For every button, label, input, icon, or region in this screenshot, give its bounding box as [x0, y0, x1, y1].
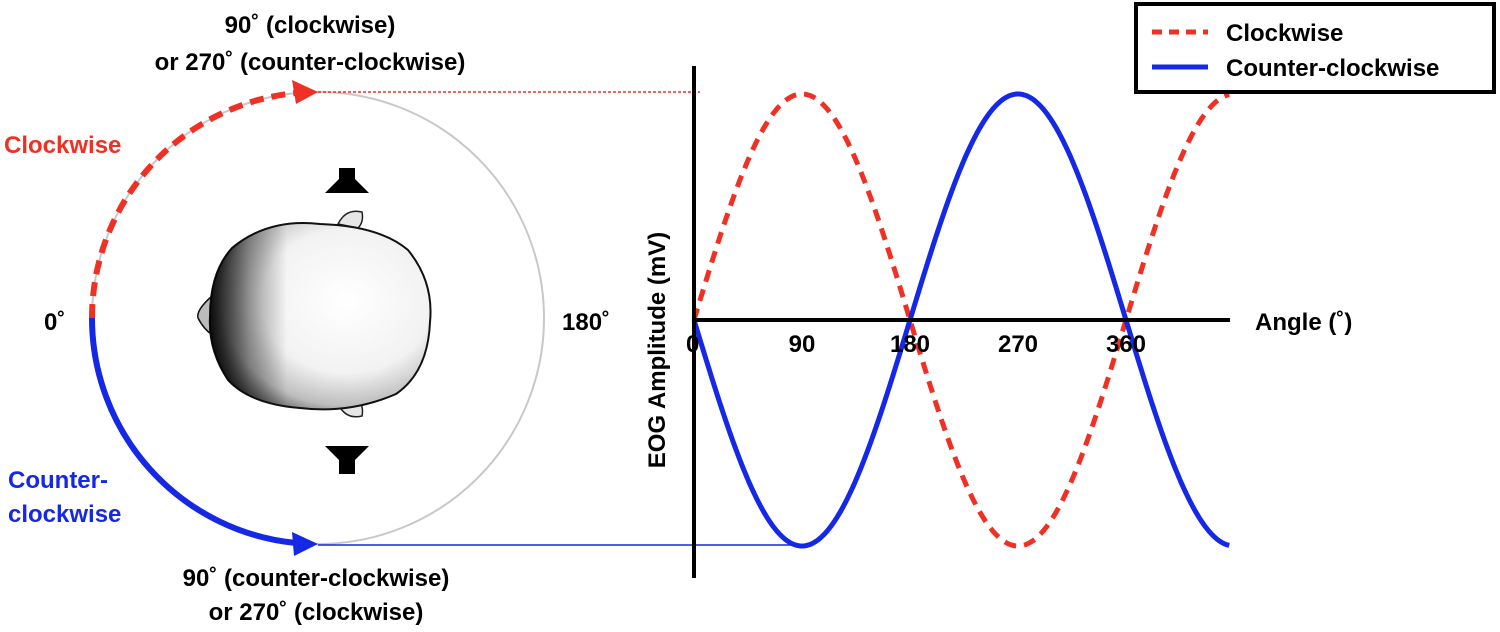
- legend: Clockwise Counter-clockwise: [1134, 2, 1496, 94]
- bottom-position-label-line2: or 270˚ (clockwise): [209, 599, 424, 626]
- legend-clockwise-label: Clockwise: [1226, 20, 1343, 47]
- clockwise-arc: [89, 90, 297, 319]
- y-axis-label: EOG Amplitude (mV): [644, 232, 671, 468]
- clockwise-arrowhead: [292, 80, 318, 104]
- x-tick-labels: 0 90 180 270 360: [686, 331, 1146, 358]
- chart-series-lines: [691, 91, 1230, 549]
- clockwise-direction-label: Clockwise: [4, 132, 121, 159]
- x-tick-label: 270: [998, 331, 1038, 358]
- top-position-label-line1: 90˚ (clockwise): [225, 12, 396, 39]
- top-position-label-line2: or 270˚ (counter-clockwise): [155, 49, 466, 76]
- x-tick-label: 180: [890, 331, 930, 358]
- x-tick-label: 90: [789, 331, 816, 358]
- rotation-diagram: 90˚ (clockwise) or 270˚ (counter-clockwi…: [4, 12, 806, 626]
- counter-clockwise-direction-label-line1: Counter-: [8, 467, 108, 494]
- x-tick-label: 360: [1106, 331, 1146, 358]
- angle-180-label: 180˚: [562, 309, 610, 336]
- bottom-speaker-icon: [325, 446, 369, 474]
- eog-chart: 0 90 180 270 360 Angle (˚) EOG Amplitude (mV…: [644, 66, 1352, 578]
- counter-clockwise-arrowhead: [292, 532, 318, 556]
- bottom-position-label-line1: 90˚ (counter-clockwise): [183, 565, 450, 592]
- head-icon: [197, 210, 432, 418]
- counter-clockwise-arc: [89, 317, 297, 546]
- angle-0-label: 0˚: [44, 309, 65, 336]
- counter-clockwise-direction-label-line2: clockwise: [8, 501, 121, 528]
- series-line-counter-clockwise: [691, 91, 1230, 549]
- x-axis-label: Angle (˚): [1255, 309, 1352, 336]
- legend-counter-clockwise-label: Counter-clockwise: [1226, 55, 1439, 82]
- x-tick-label: 0: [686, 331, 699, 358]
- legend-box: [1134, 2, 1496, 94]
- top-speaker-icon: [325, 168, 369, 193]
